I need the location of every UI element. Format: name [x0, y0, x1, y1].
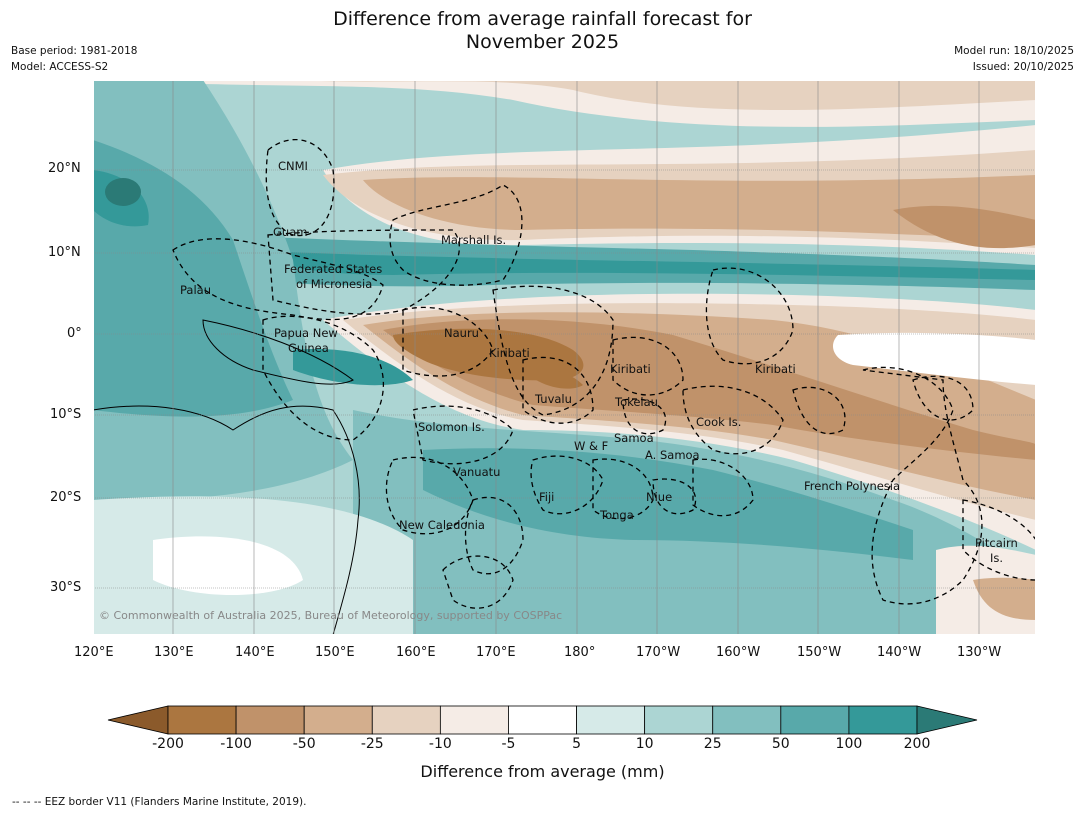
place-label: Vanuatu [453, 465, 501, 479]
colorbar-label: -200 [152, 736, 184, 752]
place-label: CNMI [278, 159, 308, 173]
map-title-line2: November 2025 [465, 31, 620, 53]
colorbar-swatch [712, 705, 782, 735]
anomaly-region [893, 205, 1036, 249]
colorbar-label: 10 [635, 736, 654, 752]
anomaly-region [973, 577, 1036, 620]
place-label: Papua New [274, 326, 338, 340]
colorbar-label: -25 [360, 736, 384, 752]
colorbar-swatch [303, 705, 373, 735]
model-name: Model: ACCESS-S2 [11, 61, 109, 73]
lon-tick: 170°W [636, 645, 681, 660]
place-label: Nauru [444, 326, 479, 340]
lon-tick: 130°E [154, 645, 194, 660]
gridlines [93, 80, 1036, 635]
place-label: Guinea [288, 341, 329, 355]
map-title-line1: Difference from average rainfall forecas… [333, 8, 752, 30]
place-label: Kiribati [755, 362, 796, 376]
anomaly-region [293, 80, 1036, 110]
place-label: of Micronesia [296, 277, 373, 291]
place-label: Tuvalu [535, 392, 572, 406]
place-label: French Polynesia [804, 479, 901, 493]
lat-tick: 30°S [50, 580, 82, 595]
place-label: Marshall Is. [441, 233, 507, 247]
lat-tick: 10°S [50, 407, 82, 422]
lon-tick: 170°E [476, 645, 516, 660]
anomaly-region [393, 328, 584, 381]
colorbar-swatch [508, 705, 577, 735]
colorbar-swatch [371, 705, 441, 735]
place-label: Kiribati [489, 346, 530, 360]
anomaly-region [423, 448, 913, 560]
colorbar-label: -100 [220, 736, 252, 752]
anomaly-region [363, 175, 1036, 240]
lon-tick: 140°E [235, 645, 275, 660]
colorbar-swatch [848, 705, 918, 735]
colorbar-label: -50 [292, 736, 316, 752]
eez-borders [172, 139, 1036, 609]
place-label: Cook Is. [696, 415, 742, 429]
anomaly-region [523, 368, 583, 389]
colorbar-swatch [167, 705, 237, 735]
lon-tick: 180° [564, 645, 596, 660]
colorbar-extend-low [107, 705, 169, 735]
place-label: Tonga [600, 508, 634, 522]
place-label: Palau [180, 283, 211, 297]
colorbar-label: 25 [703, 736, 722, 752]
colorbar-label: -5 [501, 736, 516, 752]
footnote: -- -- -- EEZ border V11 (Flanders Marine… [12, 796, 307, 808]
lon-tick: 160°W [716, 645, 761, 660]
colorbar-label: 5 [572, 736, 581, 752]
lon-tick: 130°W [957, 645, 1002, 660]
colorbar-swatch [439, 705, 509, 735]
model-run: Model run: 18/10/2025 [954, 45, 1074, 57]
coastline [202, 319, 354, 385]
place-label: Kiribati [610, 362, 651, 376]
anomaly-region [243, 250, 1036, 280]
anomaly-region [153, 536, 303, 595]
anomaly-region [105, 178, 141, 206]
anomaly-region [833, 332, 1036, 385]
base-period: Base period: 1981-2018 [11, 45, 138, 57]
rainfall-anomaly-map [93, 80, 1036, 635]
lon-tick: 150°W [797, 645, 842, 660]
place-label: New Caledonia [399, 518, 485, 532]
colorbar-label: -10 [428, 736, 452, 752]
place-label: Guam [273, 225, 308, 239]
coastline [93, 405, 360, 635]
place-label: Pitcairn [975, 536, 1018, 550]
place-label: Samoa [614, 431, 654, 445]
lon-tick: 140°W [877, 645, 922, 660]
place-label: A. Samoa [645, 448, 700, 462]
colorbar-title: Difference from average (mm) [420, 762, 665, 781]
place-label: Fiji [539, 490, 555, 504]
colorbar-extend-high [916, 705, 978, 735]
colorbar-label: 50 [771, 736, 790, 752]
colorbar-label: 100 [835, 736, 863, 752]
colorbar-swatch [235, 705, 305, 735]
lat-tick: 20°N [48, 161, 81, 176]
place-label: Niue [646, 490, 673, 504]
lon-tick: 150°E [315, 645, 355, 660]
place-label: Tokelau [615, 395, 658, 409]
colorbar-swatch [576, 705, 646, 735]
lon-tick: 120°E [74, 645, 114, 660]
lat-tick: 10°N [48, 245, 81, 260]
lon-tick: 160°E [396, 645, 436, 660]
place-label: Federated States [284, 262, 383, 276]
place-label: Is. [990, 551, 1004, 565]
lat-tick: 20°S [50, 490, 82, 505]
issued-date: Issued: 20/10/2025 [972, 61, 1074, 73]
colorbar-label: 200 [903, 736, 931, 752]
place-label: Solomon Is. [418, 420, 485, 434]
copyright-notice: © Commonwealth of Australia 2025, Bureau… [99, 609, 563, 622]
colorbar-swatch [780, 705, 850, 735]
place-label: W & F [574, 439, 609, 453]
lat-tick: 0° [67, 326, 82, 341]
colorbar-swatch [644, 705, 714, 735]
